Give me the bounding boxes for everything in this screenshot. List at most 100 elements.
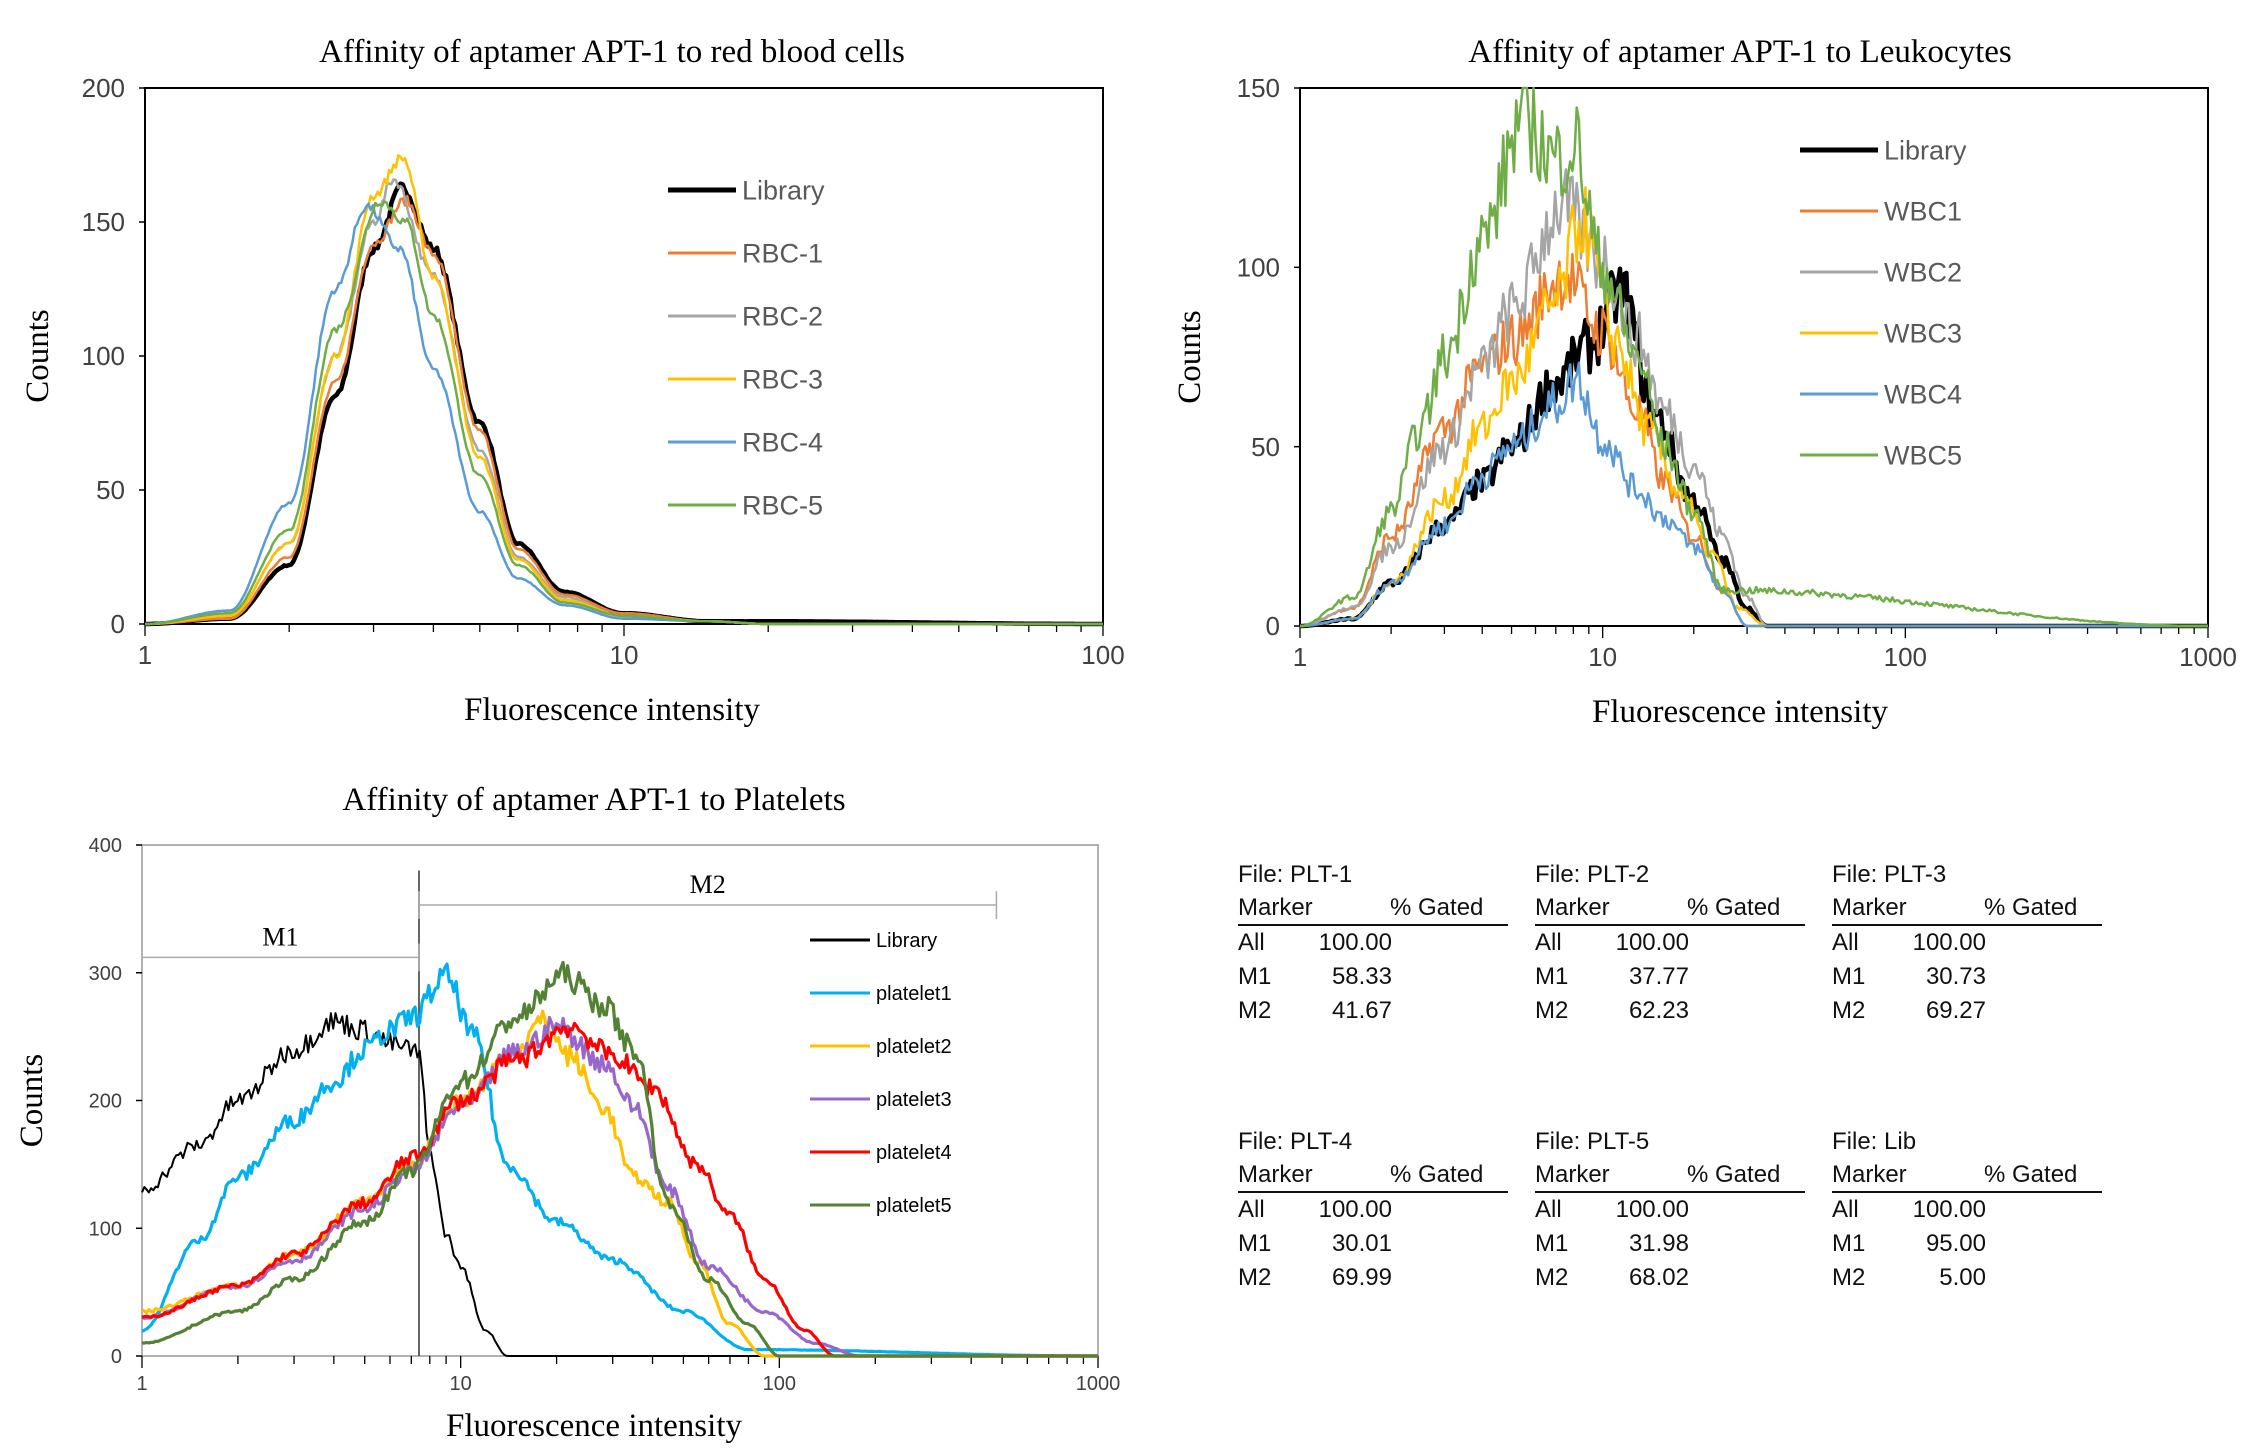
y-tick-label: 200 <box>82 73 125 103</box>
gating-table: File: Lib Marker % Gated All 100.00 M1 95.00 M2… <box>1832 1125 2102 1295</box>
x-tick-label: 10 <box>610 640 639 670</box>
y-tick-label: 50 <box>96 475 125 505</box>
series-line-wbc4 <box>1300 361 2208 628</box>
chart-title: Affinity of aptamer APT-1 to Platelets <box>342 782 845 818</box>
column-header-marker: Marker <box>1238 894 1313 921</box>
table-row: M2 41.67 <box>1238 994 1508 1028</box>
legend-label-library: Library <box>1884 135 1967 165</box>
gating-table-header: Marker % Gated <box>1832 1158 2102 1193</box>
marker-cell: M1 <box>1238 963 1272 990</box>
marker-cell: All <box>1238 929 1265 956</box>
gating-table-file: File: PLT-3 <box>1832 861 1947 888</box>
y-tick-label: 150 <box>1237 73 1280 103</box>
gated-cell: 100.00 <box>1318 1196 1392 1223</box>
x-axis-label: Fluorescence intensity <box>1592 694 1889 730</box>
y-tick-label: 300 <box>89 963 122 985</box>
marker-cell: M1 <box>1238 1230 1272 1257</box>
chart-1: Affinity of aptamer APT-1 to red blood c… <box>20 34 1125 728</box>
legend-label-platelet3: platelet3 <box>876 1089 952 1111</box>
gating-table-header: Marker % Gated <box>1535 1158 1805 1193</box>
gated-cell: 62.23 <box>1628 997 1689 1024</box>
y-tick-label: 50 <box>1251 432 1280 462</box>
x-tick-label: 1000 <box>1076 1373 1121 1395</box>
marker-cell: M1 <box>1832 963 1866 990</box>
table-row: All 100.00 <box>1238 1193 1508 1227</box>
table-row: M1 30.73 <box>1832 960 2102 994</box>
gating-table-header: Marker % Gated <box>1832 891 2102 926</box>
marker-cell: M2 <box>1238 997 1272 1024</box>
y-tick-label: 100 <box>1237 252 1280 282</box>
legend-label-wbc4: WBC4 <box>1884 379 1962 409</box>
legend-label-rbc-5: RBC-5 <box>742 490 823 520</box>
gating-table: File: PLT-4 Marker % Gated All 100.00 M1 30.01… <box>1238 1125 1508 1295</box>
series-line-wbc2 <box>1299 168 2208 628</box>
y-tick-label: 150 <box>82 207 125 237</box>
legend-label-platelet1: platelet1 <box>876 983 952 1005</box>
series-line-platelet5 <box>141 960 1098 1358</box>
series-line-rbc-3 <box>145 154 1103 626</box>
gated-cell: 69.27 <box>1925 997 1986 1024</box>
gated-cell: 31.98 <box>1628 1230 1689 1257</box>
x-tick-label: 1000 <box>2179 642 2237 672</box>
gated-cell: 100.00 <box>1912 929 1986 956</box>
y-tick-label: 0 <box>1266 611 1280 641</box>
gated-cell: 30.73 <box>1925 963 1986 990</box>
y-tick-label: 400 <box>89 835 122 857</box>
legend-label-rbc-4: RBC-4 <box>742 427 823 457</box>
gated-cell: 100.00 <box>1615 929 1689 956</box>
chart-2: Affinity of aptamer APT-1 to Leukocytes F… <box>1172 34 2237 730</box>
series-line-rbc-1 <box>145 194 1103 626</box>
gated-cell: 100.00 <box>1615 1196 1689 1223</box>
chart-3: Affinity of aptamer APT-1 to Platelets Fl… <box>14 782 1120 1444</box>
series-line-wbc5 <box>1299 86 2208 628</box>
legend-label-rbc-3: RBC-3 <box>742 364 823 394</box>
legend-label-wbc3: WBC3 <box>1884 318 1962 348</box>
y-axis-label: Counts <box>14 1054 50 1148</box>
gating-table-file: File: PLT-2 <box>1535 861 1650 888</box>
legend-label-wbc5: WBC5 <box>1884 440 1962 470</box>
x-tick-label: 1 <box>136 1373 147 1395</box>
gating-table-file: File: PLT-1 <box>1238 861 1353 888</box>
table-row: M1 30.01 <box>1238 1227 1508 1261</box>
legend-label-rbc-1: RBC-1 <box>742 238 823 268</box>
gated-cell: 30.01 <box>1331 1230 1392 1257</box>
gating-table-file: File: PLT-4 <box>1238 1128 1353 1155</box>
marker-cell: All <box>1832 929 1859 956</box>
marker-cell: M2 <box>1238 1264 1272 1291</box>
column-header-gated: % Gated <box>1390 894 1484 921</box>
gating-table-header: Marker % Gated <box>1238 891 1508 926</box>
table-row: All 100.00 <box>1535 1193 1805 1227</box>
legend-label-platelet4: platelet4 <box>876 1142 952 1164</box>
y-tick-label: 100 <box>82 341 125 371</box>
marker-cell: All <box>1535 1196 1562 1223</box>
column-header-gated: % Gated <box>1984 1161 2078 1188</box>
gating-table-header: Marker % Gated <box>1238 1158 1508 1193</box>
marker-cell: M1 <box>1832 1230 1866 1257</box>
column-header-marker: Marker <box>1238 1161 1313 1188</box>
table-row: M2 68.02 <box>1535 1261 1805 1295</box>
x-tick-label: 10 <box>1588 642 1617 672</box>
marker-cell: M2 <box>1832 1264 1866 1291</box>
x-tick-label: 10 <box>450 1373 472 1395</box>
table-row: All 100.00 <box>1832 926 2102 960</box>
legend-label-library: Library <box>742 175 825 205</box>
table-row: All 100.00 <box>1238 926 1508 960</box>
y-axis-label: Counts <box>20 309 56 403</box>
gated-cell: 68.02 <box>1628 1264 1689 1291</box>
table-row: M2 69.99 <box>1238 1261 1508 1295</box>
column-header-gated: % Gated <box>1390 1161 1484 1188</box>
x-tick-label: 100 <box>1884 642 1927 672</box>
marker-cell: M2 <box>1535 1264 1569 1291</box>
marker-cell: M1 <box>1535 963 1569 990</box>
legend-label-wbc2: WBC2 <box>1884 257 1962 287</box>
gated-cell: 41.67 <box>1331 997 1392 1024</box>
legend-label-wbc1: WBC1 <box>1884 196 1962 226</box>
gating-table: File: PLT-2 Marker % Gated All 100.00 M1 37.77… <box>1535 858 1805 1028</box>
gating-table-file: File: Lib <box>1832 1128 1917 1155</box>
marker-cell: All <box>1832 1196 1859 1223</box>
x-tick-label: 1 <box>138 640 152 670</box>
column-header-marker: Marker <box>1832 894 1907 921</box>
series-line-wbc3 <box>1300 186 2208 628</box>
series-line-wbc1 <box>1299 252 2208 628</box>
